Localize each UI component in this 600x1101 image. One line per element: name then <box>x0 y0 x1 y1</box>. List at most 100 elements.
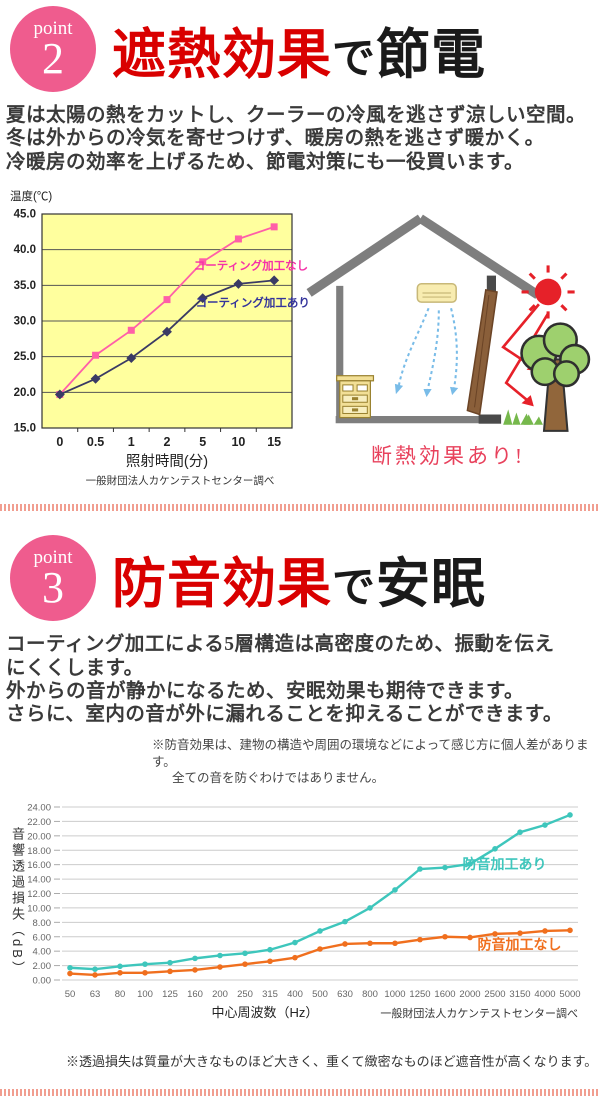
svg-text:12.00: 12.00 <box>27 889 51 900</box>
svg-text:16.00: 16.00 <box>27 861 51 872</box>
point2-badge: point 2 <box>10 6 96 92</box>
badge-number: 3 <box>42 562 64 612</box>
svg-text:4000: 4000 <box>534 989 555 1000</box>
point3-body-line: にくくします。 <box>6 657 144 679</box>
svg-text:500: 500 <box>312 989 328 1000</box>
svg-text:0.00: 0.00 <box>33 976 52 987</box>
svg-text:24.00: 24.00 <box>27 803 51 814</box>
svg-text:0: 0 <box>56 435 63 449</box>
svg-text:8.00: 8.00 <box>33 918 52 929</box>
soundproof-disclaimer-line: ※防音効果は、建物の構造や周囲の環境などによって感じ方に個人差があります。 <box>152 737 589 769</box>
svg-text:10.00: 10.00 <box>27 904 51 915</box>
svg-text:40.0: 40.0 <box>14 244 36 256</box>
house-illustration-graphic <box>306 214 591 433</box>
sun-icon <box>521 265 575 319</box>
soundproof-chart-ylabel: 音響透過損失（dB） <box>10 827 25 978</box>
svg-text:80: 80 <box>115 989 126 1000</box>
airflow-arrows <box>394 308 459 398</box>
svg-text:20.00: 20.00 <box>27 832 51 843</box>
svg-text:630: 630 <box>337 989 353 1000</box>
svg-text:一般財団法人カケンテストセンター調べ: 一般財団法人カケンテストセンター調べ <box>86 474 275 487</box>
temperature-chart-plot: 45.0 40.0 35.0 30.0 25.0 20.0 15.0 0 0.5 1 2 5 10 15 コ… <box>0 204 310 488</box>
svg-text:18.00: 18.00 <box>27 846 51 857</box>
badge-number: 2 <box>42 33 64 83</box>
point3-title: 防音効果で安眠 <box>112 539 486 618</box>
svg-text:35.0: 35.0 <box>14 280 36 292</box>
svg-text:45.0: 45.0 <box>14 209 36 221</box>
svg-text:125: 125 <box>162 989 178 1000</box>
curtain <box>466 289 498 416</box>
point3-badge: point 3 <box>10 535 96 622</box>
temperature-chart-ylabel: 温度(℃) <box>10 191 53 204</box>
svg-text:1250: 1250 <box>409 989 430 1000</box>
badge-label: point <box>33 546 73 568</box>
svg-text:照射時間(分): 照射時間(分) <box>126 453 208 470</box>
svg-text:100: 100 <box>137 989 153 1000</box>
point2-header: point 2 遮熱効果で節電 <box>0 0 600 92</box>
svg-text:防音加工なし: 防音加工なし <box>478 937 562 953</box>
svg-text:14.00: 14.00 <box>27 875 51 886</box>
section-divider <box>0 504 600 512</box>
temperature-chart: 温度(℃) 45.0 40.0 35.0 30.0 25.0 20.0 15.0 0 0.5 1 2… <box>0 188 310 488</box>
roof <box>306 214 541 300</box>
svg-text:中心周波数（Hz）: 中心周波数（Hz） <box>212 1005 319 1020</box>
point2-title-black: 節電 <box>376 24 486 85</box>
svg-text:5000: 5000 <box>559 989 580 1000</box>
svg-text:10: 10 <box>231 435 245 449</box>
svg-text:800: 800 <box>362 989 378 1000</box>
soundproof-disclaimer: ※防音効果は、建物の構造や周囲の環境などによって感じ方に個人差があります。 全て… <box>152 737 600 788</box>
svg-text:6.00: 6.00 <box>33 933 52 944</box>
point2-title-red: 遮熱効果 <box>112 24 332 85</box>
svg-text:1: 1 <box>128 435 135 449</box>
svg-text:63: 63 <box>90 989 101 1000</box>
svg-text:160: 160 <box>187 989 203 1000</box>
dresser-icon <box>336 375 375 419</box>
badge-label: point <box>33 17 73 39</box>
point3-title-black: 安眠 <box>376 553 486 614</box>
point3-body-line: さらに、室内の音が外に漏れることを抑えることができます。 <box>6 704 563 726</box>
svg-text:250: 250 <box>237 989 253 1000</box>
point3-title-particle: で <box>332 564 376 612</box>
svg-text:2: 2 <box>164 435 171 449</box>
svg-text:4.00: 4.00 <box>33 947 52 958</box>
svg-text:一般財団法人カケンテストセンター調べ: 一般財団法人カケンテストセンター調べ <box>380 1006 578 1020</box>
svg-text:2000: 2000 <box>459 989 480 1000</box>
soundproof-chart: 音響透過損失（dB） 24.00 22.00 20.00 18.00 16.00 14.0… <box>0 799 600 1021</box>
point3-body-line: 外からの音が静かになるため、安眠効果も期待できます。 <box>6 680 525 702</box>
svg-text:200: 200 <box>212 989 228 1000</box>
svg-text:5: 5 <box>199 435 206 449</box>
grass-icon <box>503 409 543 425</box>
point3-header: point 3 防音効果で安眠 <box>0 529 600 622</box>
svg-text:30.0: 30.0 <box>14 316 36 328</box>
soundproof-chart-plot: 24.00 22.00 20.00 18.00 16.00 14.00 12.00 10.00… <box>0 799 600 1021</box>
svg-text:25.0: 25.0 <box>14 351 36 363</box>
point2-body-line: 冷暖房の効率を上げるため、節電対策にも一役買います。 <box>6 151 525 173</box>
svg-text:1000: 1000 <box>384 989 405 1000</box>
point2-body: 夏は太陽の熱をカットし、クーラーの冷風を逃さず涼しい空間。 冬は外からの冷気を寄… <box>6 104 600 174</box>
svg-text:50: 50 <box>65 989 76 1000</box>
svg-text:1600: 1600 <box>434 989 455 1000</box>
tree-icon <box>520 322 591 433</box>
point2-body-line: 冬は外からの冷気を寄せつけず、暖房の熱を逃さず暖かく。 <box>6 128 545 150</box>
svg-text:15.0: 15.0 <box>14 423 36 435</box>
transmission-loss-note: ※透過損失は質量が大きなものほど大きく、重くて緻密なものほど遮音性が高くなります… <box>66 1054 598 1070</box>
point2-title: 遮熱効果で節電 <box>112 10 486 89</box>
house-illustration: 断熱効果あり! <box>302 188 594 488</box>
svg-text:15: 15 <box>267 435 281 449</box>
svg-text:コーティング加工あり: コーティング加工あり <box>196 296 310 310</box>
insulation-caption: 断熱効果あり! <box>371 444 525 469</box>
svg-text:20.0: 20.0 <box>14 387 36 399</box>
svg-text:0.5: 0.5 <box>87 435 104 449</box>
air-conditioner-icon <box>416 283 457 304</box>
svg-text:コーティング加工なし: コーティング加工なし <box>194 259 308 273</box>
soundproof-disclaimer-line: 全ての音を防ぐわけではありません。 <box>172 771 385 786</box>
point3-title-red: 防音効果 <box>112 553 332 614</box>
point3-body: コーティング加工による5層構造は高密度のため、振動を伝え にくくします。 外から… <box>6 633 600 727</box>
svg-text:防音加工あり: 防音加工あり <box>463 856 547 872</box>
page-bottom-divider <box>0 1089 600 1096</box>
svg-text:3150: 3150 <box>509 989 530 1000</box>
svg-text:2500: 2500 <box>484 989 505 1000</box>
point2-title-particle: で <box>332 35 376 83</box>
point2-content-row: 温度(℃) 45.0 40.0 35.0 30.0 25.0 20.0 15.0 0 0.5 1 2… <box>0 188 600 488</box>
